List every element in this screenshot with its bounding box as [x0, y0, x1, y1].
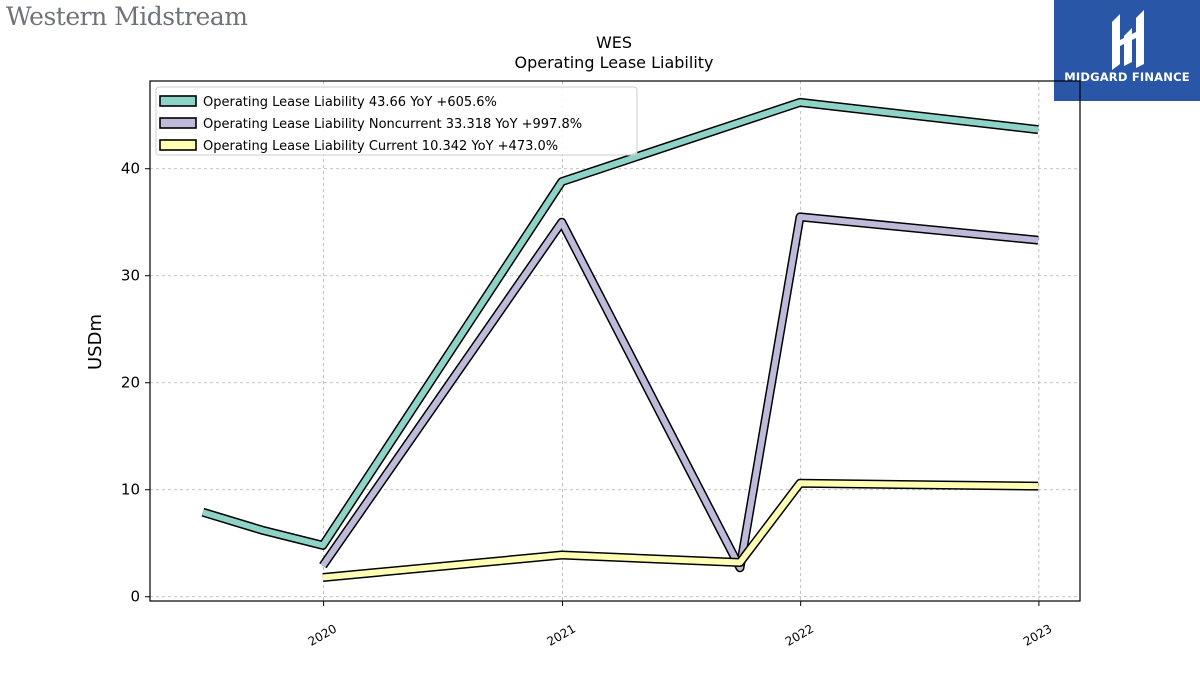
company-logo: Western Midstream [6, 2, 248, 31]
series-1-line [201, 97, 1039, 550]
x-tick-label: 2021 [545, 621, 578, 648]
series-stroke [320, 213, 1039, 571]
legend-item: Operating Lease Liability Noncurrent 33.… [159, 117, 582, 132]
series-outline [322, 478, 1039, 582]
brand-logo-badge: MIDGARD FINANCE [1054, 0, 1200, 101]
series-stroke [322, 480, 1039, 581]
legend-label: Operating Lease Liability Noncurrent 33.… [203, 117, 582, 132]
x-tick-label: 2020 [306, 621, 339, 648]
y-axis-label: USDm [85, 314, 106, 370]
legend-swatch [159, 139, 197, 151]
legend-label: Operating Lease Liability 43.66 YoY +605… [203, 95, 497, 110]
series-3-line [322, 478, 1039, 582]
series-2-line [319, 212, 1039, 573]
legend-swatch [159, 95, 197, 107]
legend-label: Operating Lease Liability Current 10.342… [203, 139, 558, 154]
y-tick-label: 20 [121, 374, 140, 392]
axis-ticks: 0 10 20 30 40 2020 2021 2022 2023 [121, 160, 1054, 649]
y-tick-label: 0 [130, 588, 140, 606]
legend-item: Operating Lease Liability 43.66 YoY +605… [159, 95, 497, 110]
legend-swatch [159, 117, 197, 129]
brand-name: MIDGARD FINANCE [1064, 70, 1190, 84]
x-tick-label: 2022 [783, 621, 816, 648]
legend: Operating Lease Liability 43.66 YoY +605… [155, 86, 638, 156]
plot-frame [149, 80, 1081, 602]
brand-logo-icon [1112, 10, 1144, 70]
series-outline [319, 212, 1039, 573]
series-lines [201, 97, 1039, 582]
series-stroke [202, 99, 1039, 549]
y-tick-label: 40 [121, 160, 140, 178]
chart-title: WES [596, 33, 632, 52]
chart-subtitle: Operating Lease Liability [514, 53, 713, 72]
y-tick-label: 10 [121, 481, 140, 499]
grid [150, 81, 1080, 601]
x-tick-label: 2023 [1021, 621, 1054, 648]
y-tick-label: 30 [121, 267, 140, 285]
legend-box [155, 86, 638, 156]
legend-item: Operating Lease Liability Current 10.342… [159, 139, 558, 154]
